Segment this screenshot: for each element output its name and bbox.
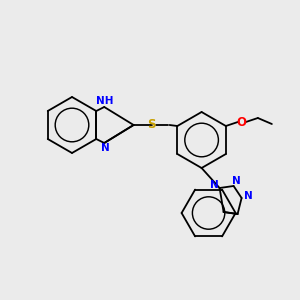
Text: NH: NH [97, 96, 114, 106]
Text: N: N [232, 176, 241, 186]
Text: N: N [244, 191, 253, 201]
Text: N: N [101, 143, 110, 153]
Text: N: N [210, 180, 219, 190]
Text: O: O [237, 116, 247, 128]
Text: S: S [147, 118, 156, 131]
